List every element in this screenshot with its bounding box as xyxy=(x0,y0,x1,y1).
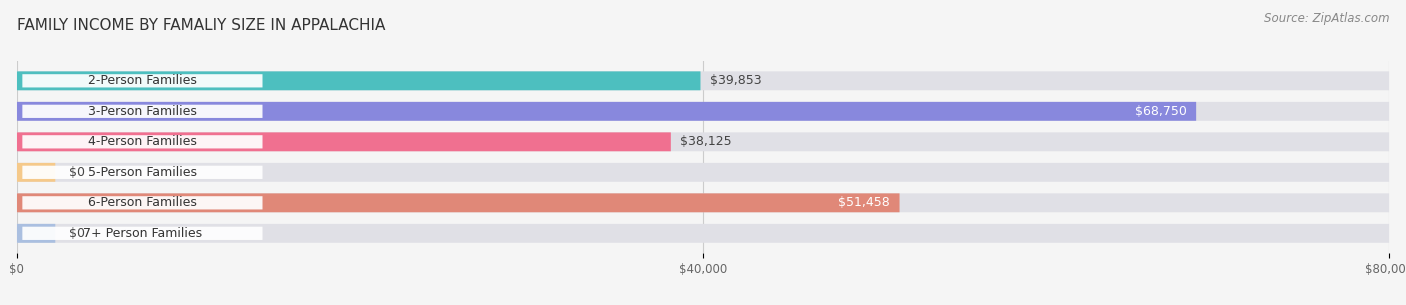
FancyBboxPatch shape xyxy=(17,193,1389,212)
Text: $68,750: $68,750 xyxy=(1135,105,1187,118)
FancyBboxPatch shape xyxy=(22,227,263,240)
FancyBboxPatch shape xyxy=(22,196,263,210)
FancyBboxPatch shape xyxy=(17,102,1197,121)
Text: 5-Person Families: 5-Person Families xyxy=(89,166,197,179)
Text: 2-Person Families: 2-Person Families xyxy=(89,74,197,87)
FancyBboxPatch shape xyxy=(17,71,1389,90)
Text: $38,125: $38,125 xyxy=(681,135,733,148)
FancyBboxPatch shape xyxy=(17,224,55,243)
FancyBboxPatch shape xyxy=(17,132,671,151)
Text: 6-Person Families: 6-Person Families xyxy=(89,196,197,209)
Text: Source: ZipAtlas.com: Source: ZipAtlas.com xyxy=(1264,12,1389,25)
FancyBboxPatch shape xyxy=(22,105,263,118)
FancyBboxPatch shape xyxy=(17,102,1389,121)
FancyBboxPatch shape xyxy=(22,135,263,149)
FancyBboxPatch shape xyxy=(17,71,700,90)
FancyBboxPatch shape xyxy=(22,166,263,179)
FancyBboxPatch shape xyxy=(17,193,900,212)
Text: FAMILY INCOME BY FAMALIY SIZE IN APPALACHIA: FAMILY INCOME BY FAMALIY SIZE IN APPALAC… xyxy=(17,18,385,33)
FancyBboxPatch shape xyxy=(22,74,263,88)
FancyBboxPatch shape xyxy=(17,224,1389,243)
Text: 3-Person Families: 3-Person Families xyxy=(89,105,197,118)
FancyBboxPatch shape xyxy=(17,132,1389,151)
Text: $39,853: $39,853 xyxy=(710,74,762,87)
Text: 7+ Person Families: 7+ Person Families xyxy=(83,227,202,240)
FancyBboxPatch shape xyxy=(17,163,55,182)
FancyBboxPatch shape xyxy=(17,163,1389,182)
Text: $51,458: $51,458 xyxy=(838,196,890,209)
Text: $0: $0 xyxy=(69,166,84,179)
Text: 4-Person Families: 4-Person Families xyxy=(89,135,197,148)
Text: $0: $0 xyxy=(69,227,84,240)
